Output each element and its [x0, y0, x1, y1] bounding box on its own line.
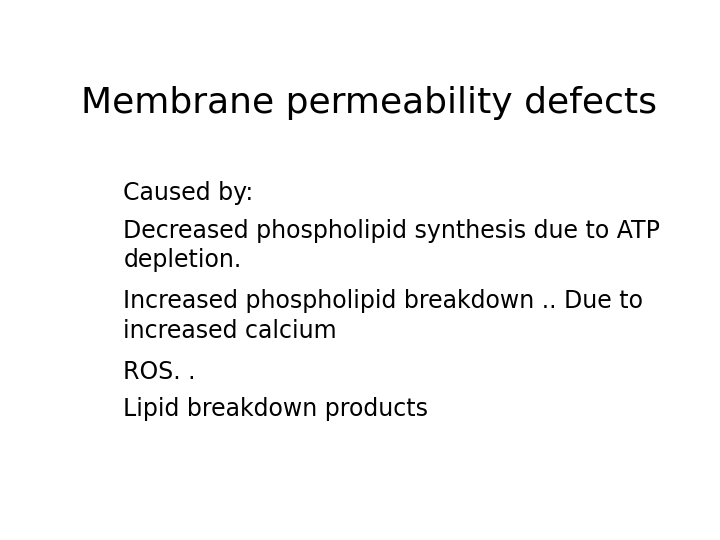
- Text: Increased phospholipid breakdown .. Due to
increased calcium: Increased phospholipid breakdown .. Due …: [124, 289, 644, 343]
- Text: ROS. .: ROS. .: [124, 360, 196, 384]
- Text: Decreased phospholipid synthesis due to ATP
depletion.: Decreased phospholipid synthesis due to …: [124, 219, 660, 272]
- Text: Lipid breakdown products: Lipid breakdown products: [124, 397, 428, 421]
- Text: Caused by:: Caused by:: [124, 181, 253, 205]
- Text: Membrane permeability defects: Membrane permeability defects: [81, 85, 657, 119]
